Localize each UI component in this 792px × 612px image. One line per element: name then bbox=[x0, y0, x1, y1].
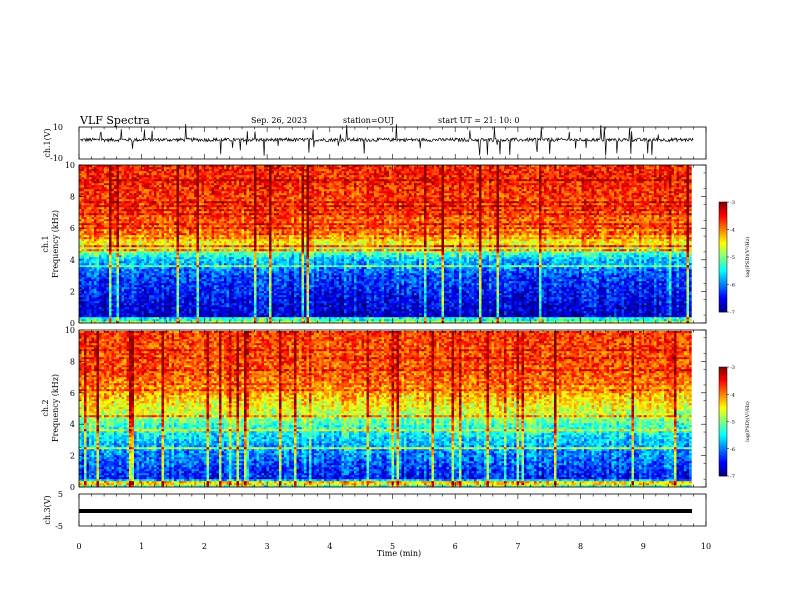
ch2-colorbar: -3 -4 -5 -6 -7 log(PSD)(V²/Hz) bbox=[719, 365, 751, 480]
time-tick-4: 4 bbox=[327, 542, 332, 551]
ch3-ytick-bottom: -5 bbox=[55, 522, 63, 531]
ch1-colorbar-tick-m6: -6 bbox=[730, 283, 735, 289]
figure-title: VLF Spectra bbox=[79, 114, 150, 127]
ch2-spectrogram-ylabel-line2: Frequency (kHz) bbox=[51, 374, 60, 442]
ch2-colorbar-tick-m4: -4 bbox=[730, 392, 735, 398]
time-tick-3: 3 bbox=[265, 542, 270, 551]
time-tick-8: 8 bbox=[578, 542, 583, 551]
ch1-colorbar-label: log(PSD)(V²/Hz) bbox=[744, 237, 751, 278]
ch2-spectrogram-ylabel-line1: ch.2 bbox=[41, 399, 50, 416]
ch2-spectrogram-panel: 0 2 4 6 8 10 ch.2 Frequency (kHz) bbox=[41, 326, 706, 492]
ch1-ytick-8: 8 bbox=[70, 193, 75, 202]
ch2-ytick-0: 0 bbox=[70, 483, 75, 492]
ch2-ytick-10: 10 bbox=[65, 326, 75, 335]
ch2-ytick-8: 8 bbox=[70, 357, 75, 366]
ch2-colorbar-label: log(PSD)(V²/Hz) bbox=[744, 401, 751, 442]
ch1-ytick-2: 2 bbox=[70, 287, 75, 296]
ch3-waveform-panel: 5 -5 ch.3(V) 0 1 2 3 4 5 6 7 8 9 10 Time (min) bbox=[43, 490, 711, 558]
time-tick-1: 1 bbox=[139, 542, 144, 551]
ch3-ytick-top: 5 bbox=[58, 490, 63, 499]
ch1-spectrogram-ylabel-line2: Frequency (kHz) bbox=[51, 210, 60, 278]
ch1-waveform-panel: 10 -10 ch.1(V) bbox=[43, 123, 706, 163]
time-tick-7: 7 bbox=[515, 542, 520, 551]
ch2-ytick-4: 4 bbox=[70, 420, 75, 429]
ch1-colorbar: -3 -4 -5 -6 -7 log(PSD)(V²/Hz) bbox=[719, 200, 751, 316]
ch1-ytick-bottom: -10 bbox=[50, 154, 63, 163]
ch3-waveform-line bbox=[79, 509, 692, 513]
ch1-waveform-line bbox=[80, 124, 693, 156]
date-label: Sep. 26, 2023 bbox=[251, 116, 307, 125]
ch2-ytick-6: 6 bbox=[70, 389, 75, 398]
ch2-colorbar-tick-m6: -6 bbox=[730, 447, 735, 453]
ch2-colorbar-tick-m7: -7 bbox=[730, 474, 735, 480]
ch1-ytick-4: 4 bbox=[70, 256, 75, 265]
ch1-ytick-10: 10 bbox=[65, 161, 75, 170]
ch2-spectrogram-image bbox=[79, 331, 692, 487]
ch1-spectrogram-ylabel-line1: ch.1 bbox=[41, 235, 50, 252]
ch1-ytick-top: 10 bbox=[53, 123, 63, 132]
ch1-waveform-ticks bbox=[79, 127, 706, 159]
ch1-colorbar-tick-m5: -5 bbox=[730, 255, 735, 261]
ch1-colorbar-tick-m4: -4 bbox=[730, 228, 735, 234]
ch1-ytick-6: 6 bbox=[70, 224, 75, 233]
ch1-waveform-ylabel: ch.1(V) bbox=[43, 128, 52, 157]
ch2-colorbar-tick-m3: -3 bbox=[730, 365, 735, 371]
ch3-waveform-ylabel: ch.3(V) bbox=[43, 495, 52, 524]
time-axis-label: Time (min) bbox=[377, 549, 421, 558]
time-tick-9: 9 bbox=[641, 542, 646, 551]
time-tick-2: 2 bbox=[202, 542, 207, 551]
ch2-colorbar-tick-m5: -5 bbox=[730, 420, 735, 426]
ch2-ytick-2: 2 bbox=[70, 452, 75, 461]
time-tick-10: 10 bbox=[701, 542, 711, 551]
time-tick-6: 6 bbox=[453, 542, 458, 551]
ch1-colorbar-tick-m3: -3 bbox=[730, 200, 735, 206]
ch1-spectrogram-image bbox=[79, 165, 692, 323]
station-label: station=OUJ bbox=[343, 116, 394, 125]
time-tick-0: 0 bbox=[76, 542, 81, 551]
ch1-colorbar-tick-m7: -7 bbox=[730, 310, 735, 316]
start-time-label: start UT = 21: 10: 0 bbox=[438, 116, 519, 125]
